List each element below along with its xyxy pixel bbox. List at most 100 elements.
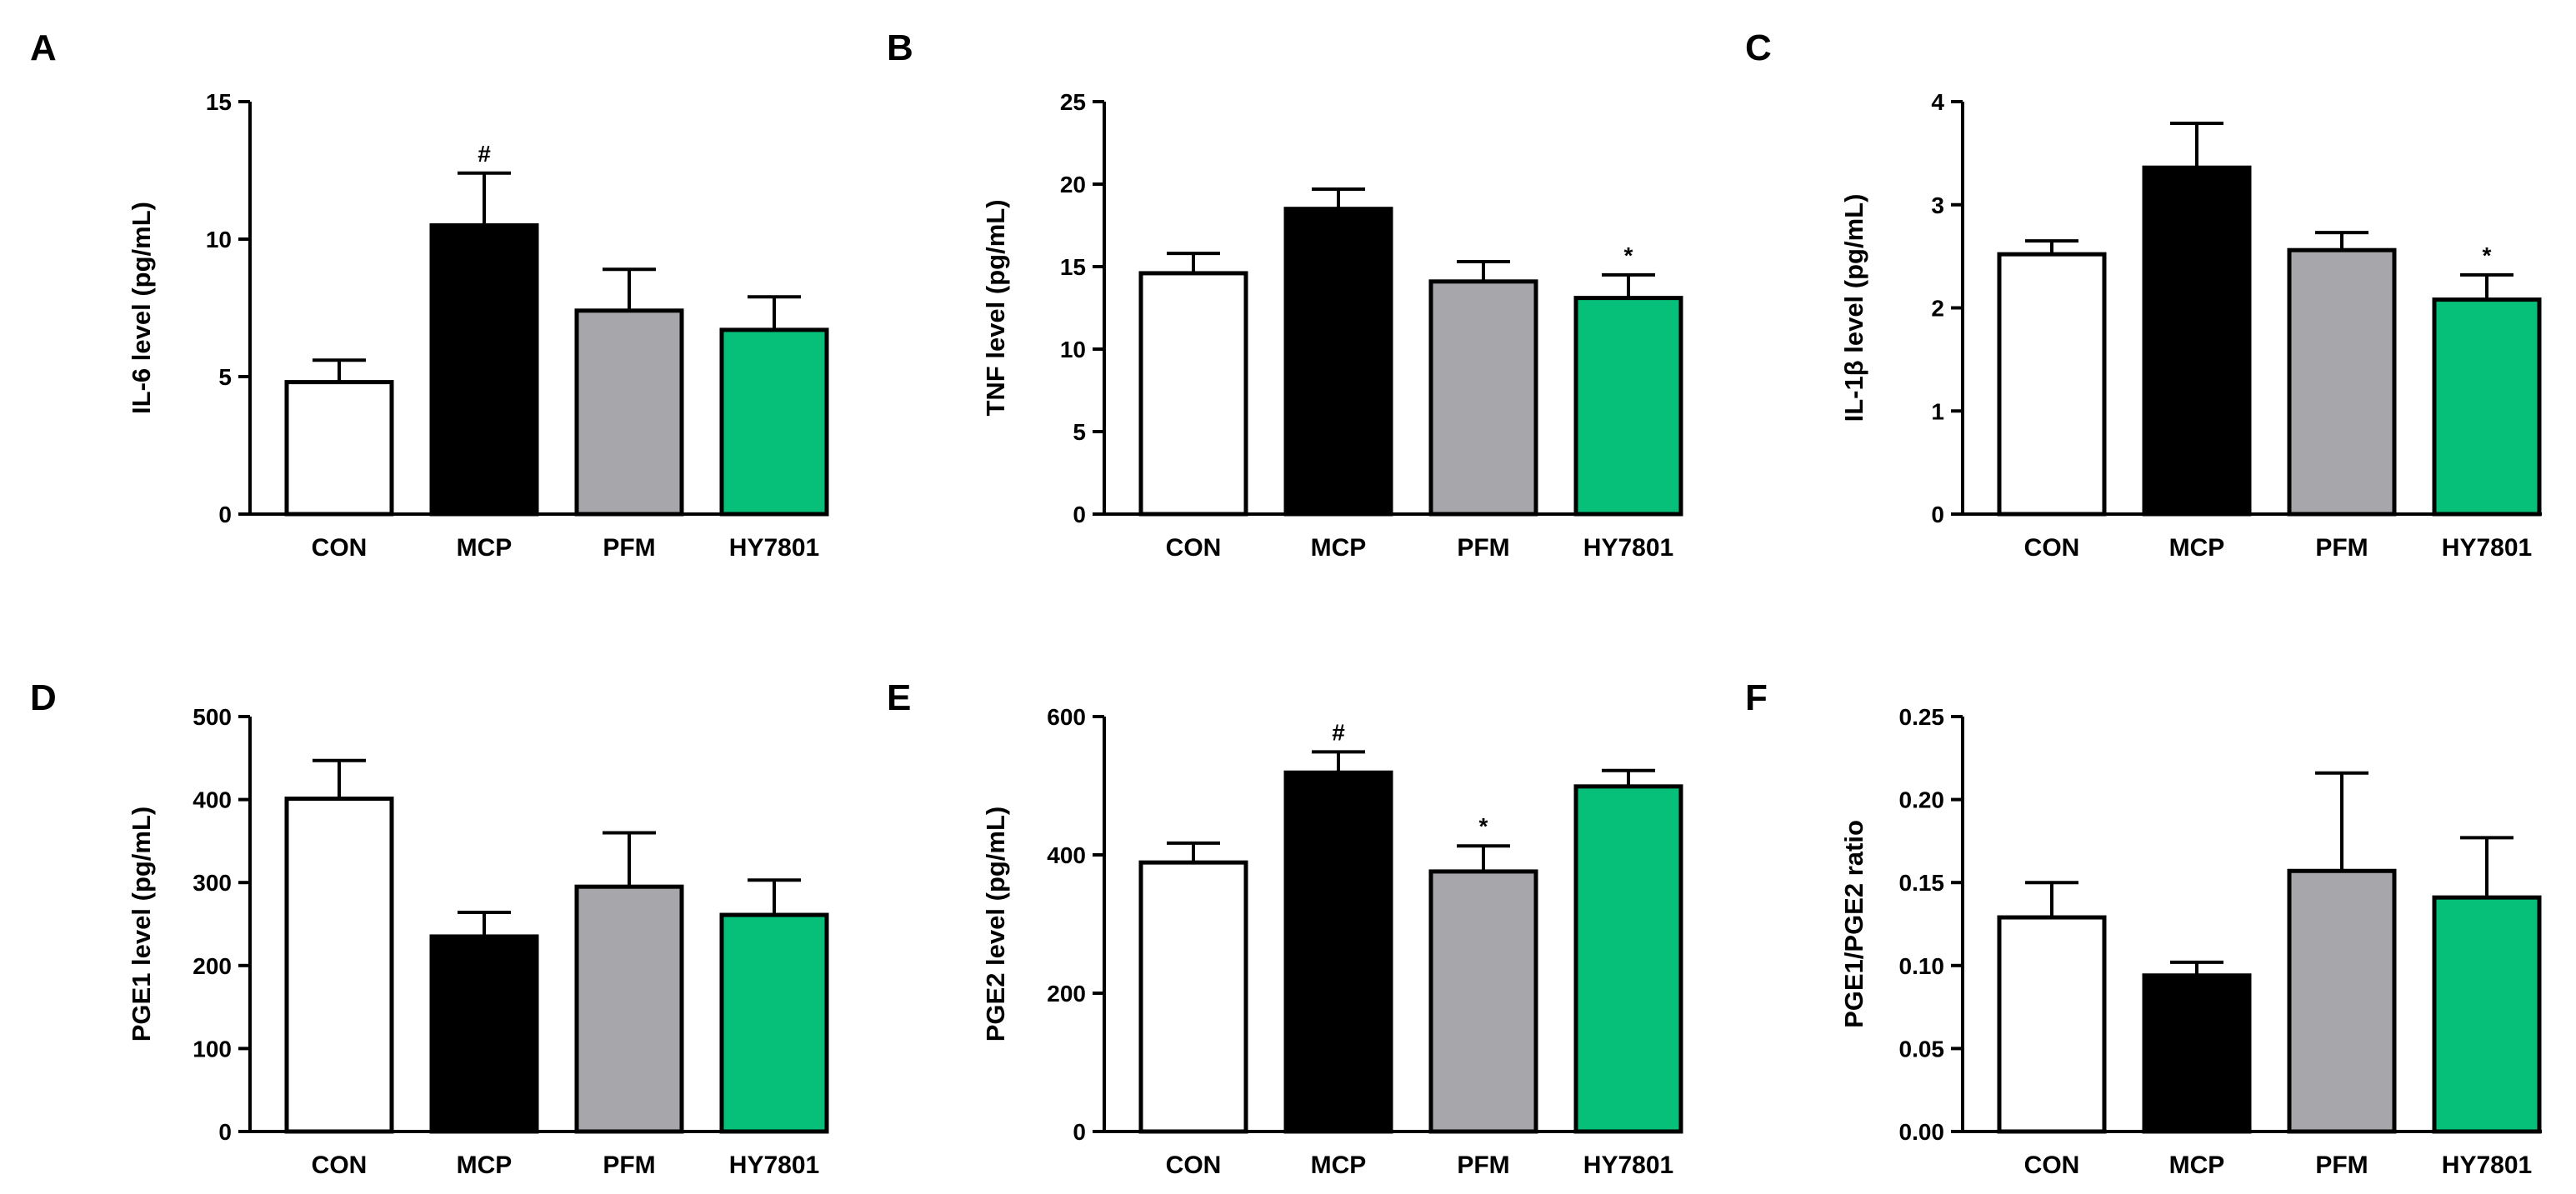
category-label: HY7801 (1583, 1152, 1673, 1179)
category-label: MCP (2169, 534, 2225, 562)
y-axis-title: PGE2 level (pg/mL) (981, 807, 1010, 1042)
chart-panel-c: C 0 1 2 3 4 IL-1β level (pg/mL) CON MCP PFM * HY780… (1745, 27, 2542, 562)
y-tick-label: 4 (1931, 89, 1944, 115)
panel-label: E (887, 677, 911, 718)
y-tick-label: 1 (1931, 398, 1944, 424)
bar-hy7801 (1573, 784, 1683, 1134)
category-label: PFM (1457, 1152, 1509, 1179)
y-axis-title: IL-6 level (pg/mL) (127, 202, 156, 414)
y-tick-label: 15 (1060, 254, 1086, 280)
bar-pfm (2287, 868, 2397, 1134)
y-tick-label: 300 (193, 870, 232, 896)
y-axis-title: PGE1/PGE2 ratio (1839, 820, 1868, 1028)
category-label: MCP (1311, 1152, 1367, 1179)
bar-con (1997, 915, 2107, 1134)
y-tick-label: 0.25 (1899, 704, 1945, 730)
bar-mcp (2142, 973, 2252, 1134)
y-tick-label: 200 (1047, 981, 1086, 1007)
y-tick-label: 400 (193, 787, 232, 813)
bar-mcp (429, 223, 539, 517)
significance-marker: # (478, 141, 491, 167)
y-tick-label: 2 (1931, 296, 1944, 322)
category-label: HY7801 (2442, 1152, 2532, 1179)
chart-panel-b: B 0 5 10 15 20 25 TNF level (pg/mL) CON MCP PFM * HY… (887, 27, 1683, 562)
y-tick-label: 0 (1073, 1119, 1086, 1145)
category-label: PFM (2315, 534, 2368, 562)
panel-label: B (887, 27, 913, 68)
panel-label: A (30, 27, 57, 68)
panel-label: D (30, 677, 57, 718)
bar-con (1138, 860, 1248, 1134)
y-tick-label: 0.15 (1899, 870, 1945, 896)
y-tick-label: 0.10 (1899, 953, 1945, 979)
chart-panel-e: E 0 200 400 600 PGE2 level (pg/mL) CON # MCP * PFM… (887, 677, 1683, 1179)
y-tick-label: 3 (1931, 192, 1944, 218)
y-tick-label: 500 (193, 704, 232, 730)
bar-hy7801 (2432, 895, 2542, 1134)
category-label: PFM (603, 1152, 655, 1179)
y-tick-label: 0.00 (1899, 1119, 1945, 1145)
bar-pfm (1428, 279, 1538, 517)
chart-panel-f: F 0.00 0.05 0.10 0.15 0.20 0.25 PGE1/PGE2 ratio… (1745, 677, 2542, 1179)
bar-con (284, 380, 394, 517)
category-label: MCP (1311, 534, 1367, 562)
bar-con (284, 797, 394, 1134)
bar-mcp (1283, 207, 1393, 517)
y-tick-label: 0 (218, 502, 232, 527)
bar-pfm (574, 308, 684, 517)
y-tick-label: 0.05 (1899, 1036, 1945, 1062)
y-tick-label: 100 (193, 1036, 232, 1062)
y-tick-label: 25 (1060, 89, 1086, 115)
category-label: CON (2024, 1152, 2080, 1179)
bar-hy7801 (719, 327, 829, 517)
bar-hy7801 (719, 912, 829, 1134)
panel-label: C (1745, 27, 1772, 68)
category-label: CON (312, 534, 368, 562)
category-label: MCP (2169, 1152, 2225, 1179)
category-label: MCP (457, 534, 513, 562)
category-label: CON (1166, 534, 1222, 562)
bar-pfm (2287, 247, 2397, 517)
significance-marker: * (2483, 242, 2492, 268)
significance-marker: # (1332, 719, 1345, 745)
category-label: HY7801 (1583, 534, 1673, 562)
y-tick-label: 5 (218, 364, 232, 390)
panel-label: F (1745, 677, 1768, 718)
y-tick-label: 10 (206, 227, 232, 252)
y-tick-label: 10 (1060, 337, 1086, 362)
category-label: PFM (603, 534, 655, 562)
significance-marker: * (1624, 242, 1633, 268)
category-label: PFM (2315, 1152, 2368, 1179)
bar-mcp (2142, 165, 2252, 517)
y-tick-label: 0 (1073, 502, 1086, 527)
category-label: CON (1166, 1152, 1222, 1179)
y-tick-label: 200 (193, 953, 232, 979)
bar-con (1997, 252, 2107, 517)
significance-marker: * (1479, 813, 1488, 839)
bar-con (1138, 271, 1248, 517)
chart-panel-a: A 0 5 10 15 IL-6 level (pg/mL) CON # MCP PFM HY780… (30, 27, 829, 562)
y-tick-label: 600 (1047, 704, 1086, 730)
bar-mcp (429, 934, 539, 1134)
y-tick-label: 0 (1931, 502, 1944, 527)
y-tick-label: 20 (1060, 172, 1086, 197)
y-tick-label: 0.20 (1899, 787, 1945, 813)
category-label: CON (312, 1152, 368, 1179)
y-axis-title: TNF level (pg/mL) (981, 199, 1010, 416)
category-label: HY7801 (2442, 534, 2532, 562)
y-axis-title: PGE1 level (pg/mL) (127, 807, 156, 1042)
bar-pfm (1428, 869, 1538, 1134)
bar-mcp (1283, 770, 1393, 1134)
y-tick-label: 15 (206, 89, 232, 115)
category-label: PFM (1457, 534, 1509, 562)
category-label: HY7801 (729, 1152, 819, 1179)
y-axis-title: IL-1β level (pg/mL) (1839, 194, 1868, 422)
bar-hy7801 (2432, 297, 2542, 517)
category-label: MCP (457, 1152, 513, 1179)
y-tick-label: 5 (1073, 419, 1086, 445)
bar-pfm (574, 884, 684, 1134)
y-tick-label: 0 (218, 1119, 232, 1145)
y-tick-label: 400 (1047, 842, 1086, 868)
category-label: CON (2024, 534, 2080, 562)
